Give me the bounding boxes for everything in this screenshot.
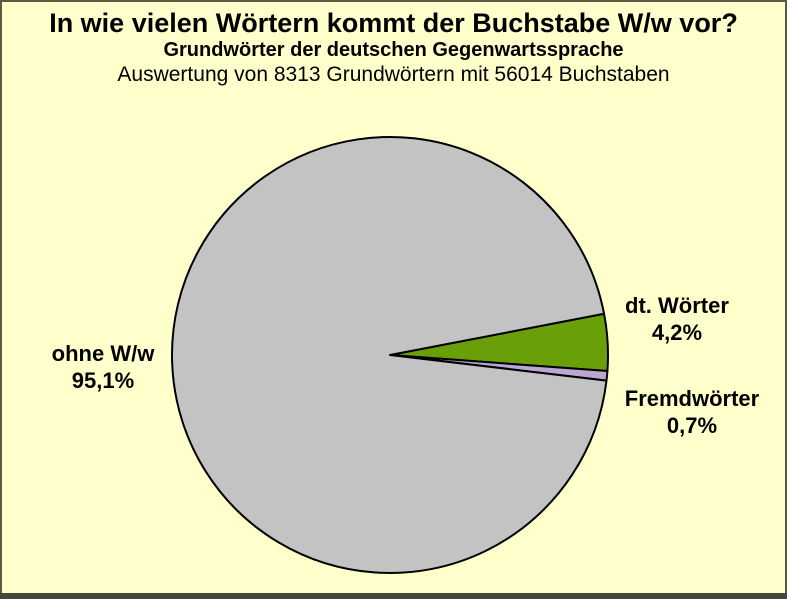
page-border-right: [785, 0, 787, 599]
chart-subtitle: Grundwörter der deutschen Gegenwartsspra…: [163, 39, 624, 61]
page-border-top: [0, 0, 787, 2]
slice-label-text: ohne W/w: [51, 341, 155, 366]
chart-title: In wie vielen Wörtern kommt der Buchstab…: [49, 8, 738, 38]
slice-label-ohne-ww: ohne W/w 95,1%: [13, 340, 193, 394]
page-border-left: [0, 0, 2, 599]
slice-label-text: Fremdwörter: [624, 386, 760, 411]
slice-label-dt-woerter: dt. Wörter 4,2%: [577, 292, 777, 346]
slice-label-text: dt. Wörter: [625, 293, 729, 318]
pie-slice-2: [171, 136, 608, 574]
slice-label-value: 95,1%: [71, 368, 135, 393]
slice-label-fremdwoerter: Fremdwörter 0,7%: [582, 385, 787, 439]
slice-label-value: 4,2%: [651, 320, 703, 345]
page-border-bottom: [0, 593, 787, 599]
slice-label-value: 0,7%: [666, 413, 718, 438]
chart-annotation: Auswertung von 8313 Grundwörtern mit 560…: [117, 63, 670, 86]
